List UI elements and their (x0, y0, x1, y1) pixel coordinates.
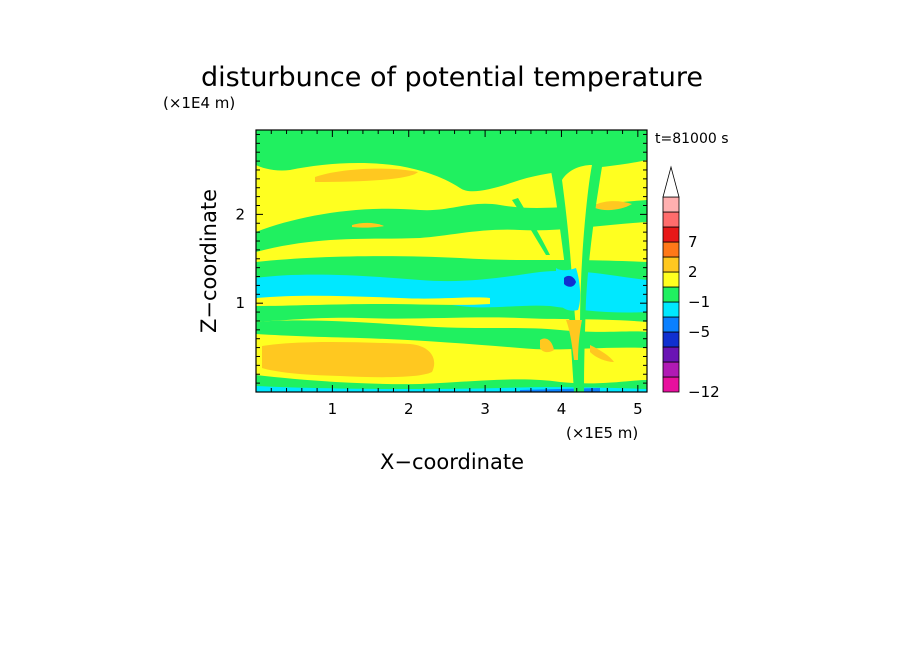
colorbar-segment (662, 316, 680, 333)
axis-ticks (256, 130, 647, 392)
chart-title: disturbunce of potential temperature (201, 62, 703, 93)
colorbar-segment (662, 271, 680, 288)
colorbar-segment (662, 211, 680, 228)
plot-frame (255, 129, 648, 393)
colorbar-segment (662, 346, 680, 363)
colorbar-segment (662, 286, 680, 303)
field-region-darkblue (564, 275, 576, 287)
heatmap-field (256, 130, 647, 392)
field-region-yellow (562, 165, 592, 330)
colorbar-label: −1 (688, 293, 710, 311)
x-tick-label: 1 (328, 400, 338, 418)
field-region-orange (566, 320, 582, 360)
time-label: t=81000 s (655, 131, 729, 147)
field-region-orange (315, 168, 418, 182)
field-region-green (256, 200, 647, 252)
y-unit-label: (×1E4 m) (163, 94, 235, 112)
colorbar-overflow-arrow (662, 165, 680, 198)
colorbar-segment (662, 241, 680, 258)
field-region-orange (352, 222, 384, 228)
x-unit-label: (×1E5 m) (566, 424, 638, 442)
colorbar-segment (662, 331, 680, 348)
colorbar-labels: 7 2 −1 −5 −12 (688, 233, 720, 401)
x-tick-label: 4 (557, 400, 567, 418)
colorbar-label: −12 (688, 383, 720, 401)
x-tick-label: 5 (633, 400, 643, 418)
field-region-cyan (556, 268, 581, 311)
colorbar-label: −5 (688, 323, 710, 341)
field-region-yellow (256, 295, 490, 306)
field-region-orange (590, 345, 614, 362)
field-region-orange (595, 201, 632, 211)
y-axis-label: Z−coordinate (197, 189, 221, 333)
field-region-orange (262, 342, 435, 378)
y-tick-labels: 12 (235, 205, 245, 312)
colorbar-label: 7 (688, 233, 698, 251)
colorbar-label: 2 (688, 263, 698, 281)
colorbar-segment (662, 301, 680, 318)
colorbar-segment (662, 226, 680, 243)
x-tick-label: 3 (480, 400, 490, 418)
x-tick-labels: 1 2 3 4 5 (328, 400, 643, 418)
x-tick-label: 2 (404, 400, 414, 418)
colorbar-segment (662, 376, 680, 393)
field-region-green (512, 198, 550, 255)
colorbar-segment (662, 196, 680, 213)
y-tick-label: 2 (235, 205, 245, 223)
x-axis-label: X−coordinate (380, 450, 524, 474)
colorbar-segment (662, 256, 680, 273)
field-region-cyan (256, 270, 647, 313)
y-tick-label: 1 (235, 294, 245, 312)
colorbar (662, 165, 680, 393)
field-region-orange (540, 338, 554, 353)
colorbar-segment (662, 361, 680, 378)
